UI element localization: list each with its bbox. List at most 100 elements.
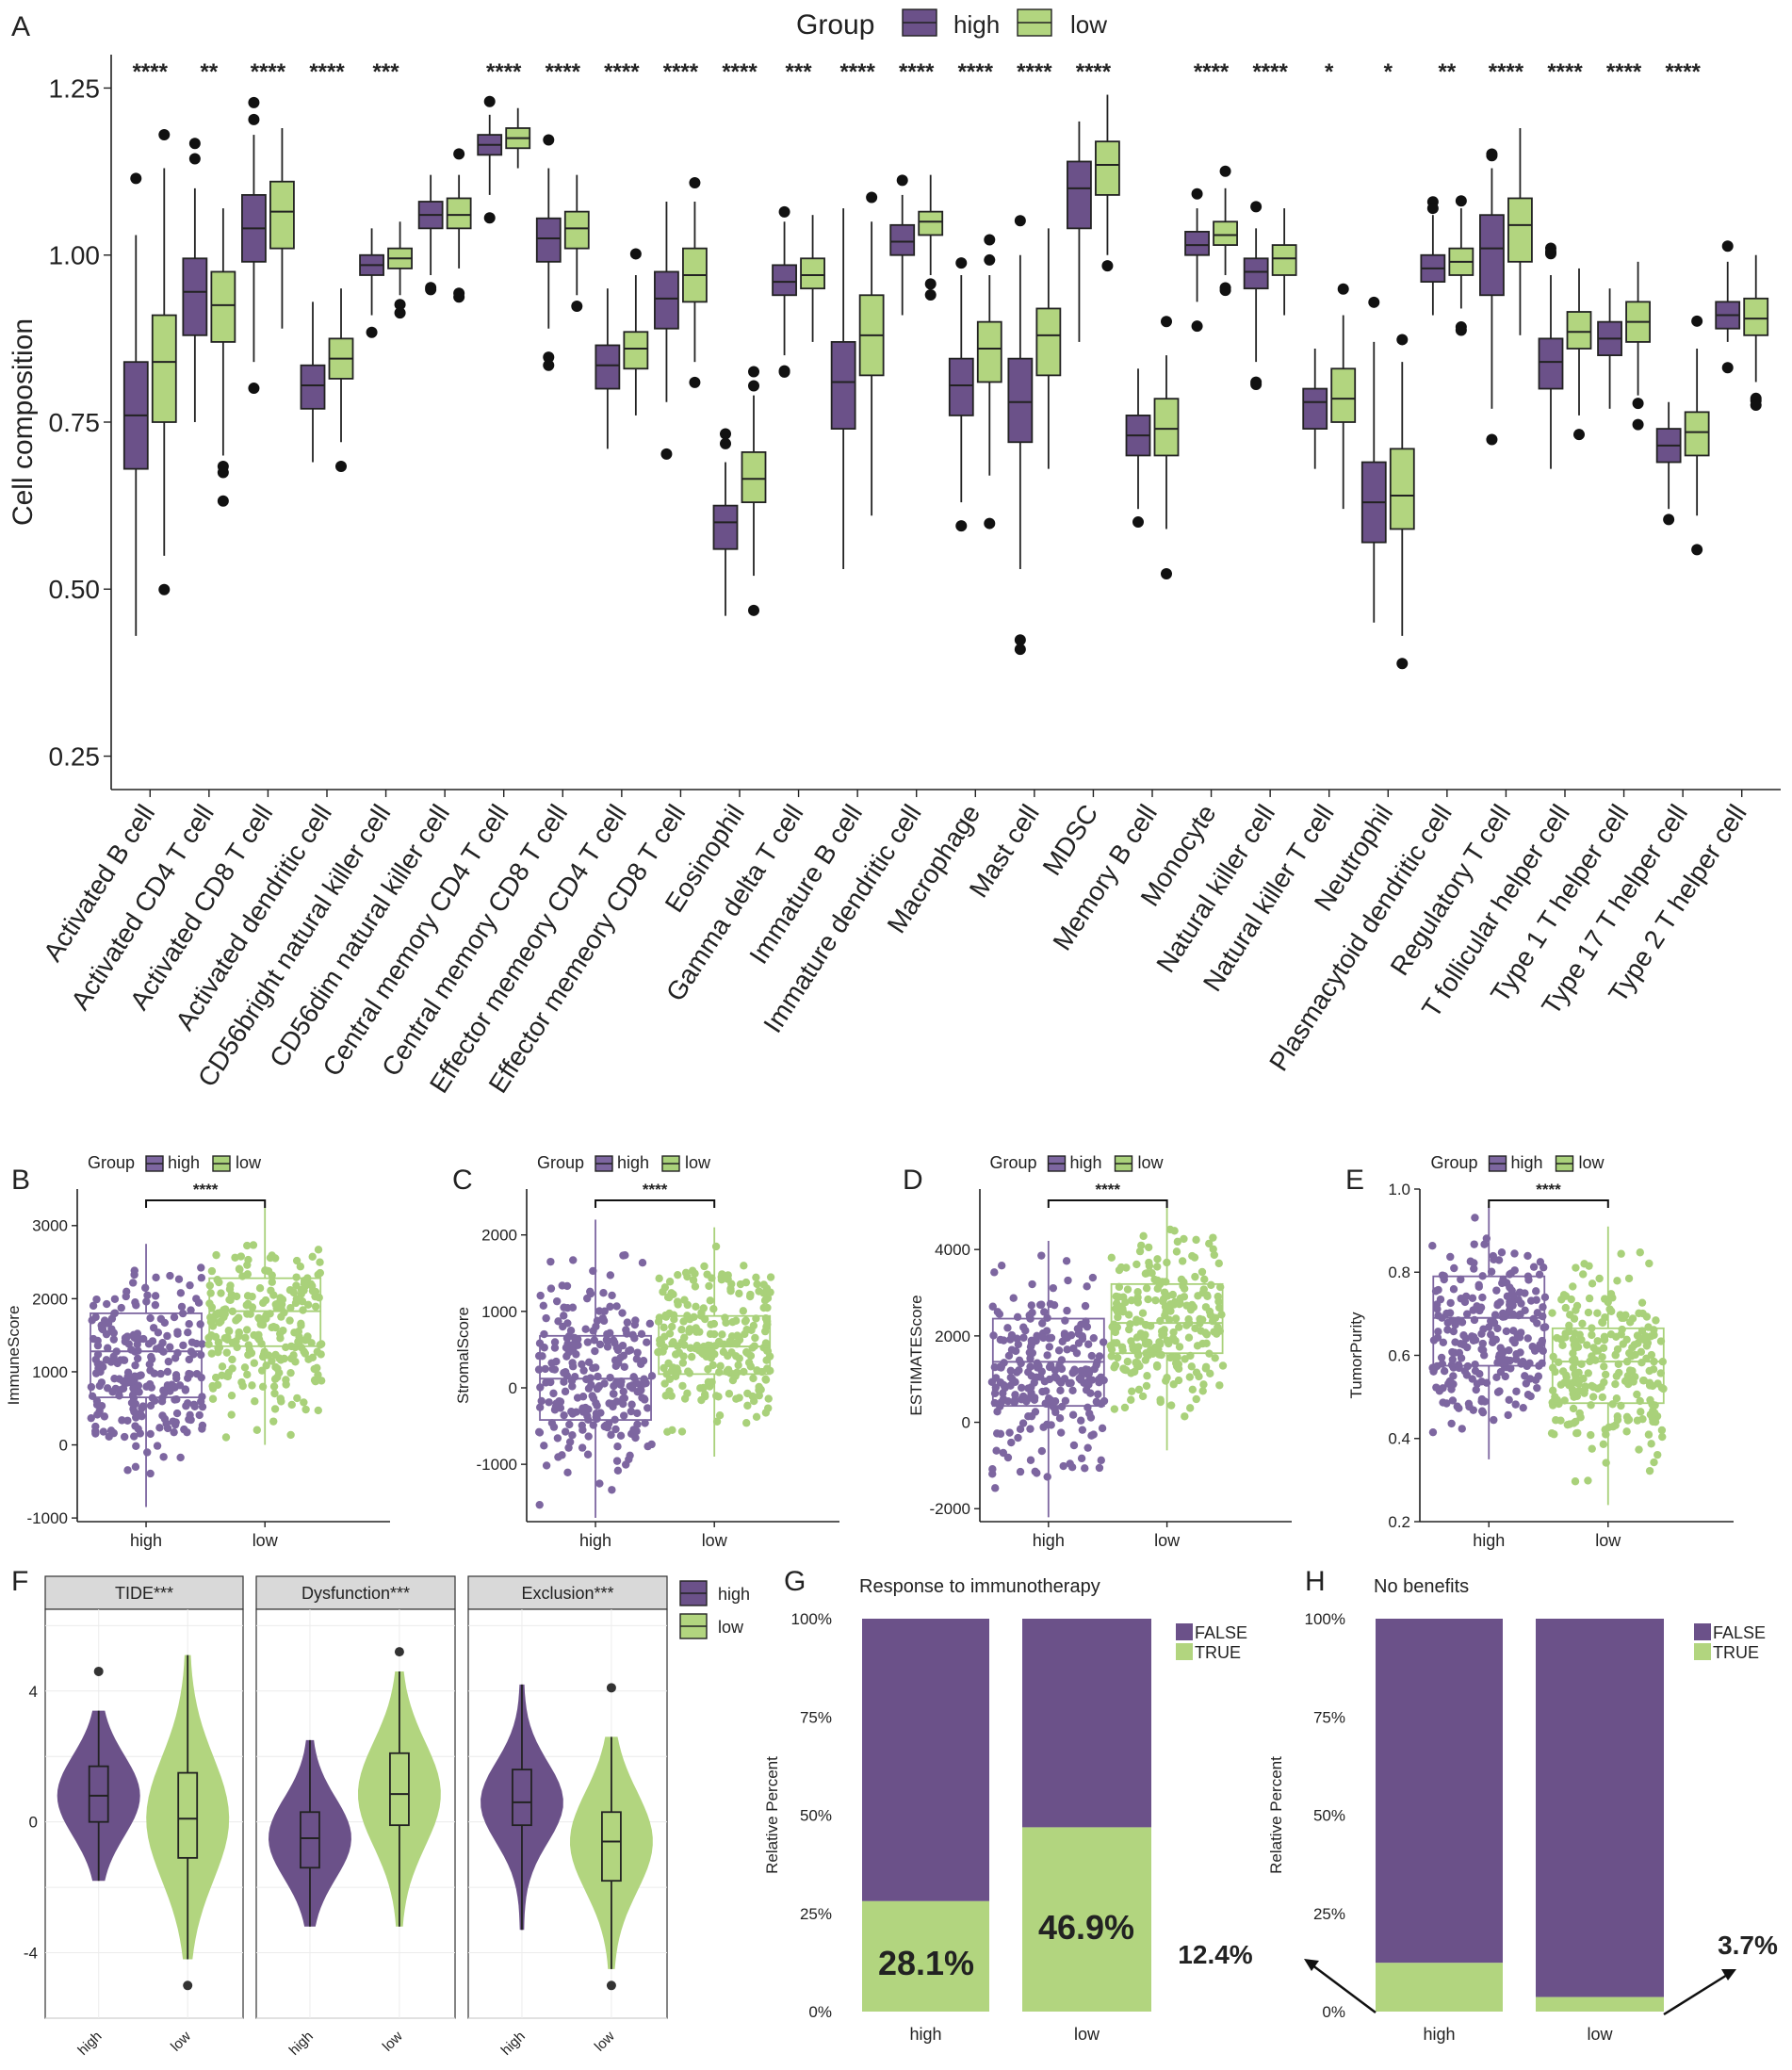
outlier-point [158, 583, 171, 595]
jitter-point [244, 1350, 253, 1360]
jitter-point [1646, 1395, 1654, 1405]
jitter-point [680, 1333, 689, 1342]
y-tick-label: 50% [800, 1807, 832, 1825]
jitter-point [1144, 1295, 1152, 1304]
jitter-point [1084, 1369, 1094, 1377]
jitter-point [752, 1412, 761, 1421]
jitter-point [561, 1387, 570, 1396]
jitter-point [194, 1298, 204, 1307]
jitter-point [751, 1333, 759, 1343]
outlier-point [425, 284, 437, 296]
jitter-point [1493, 1388, 1503, 1396]
jitter-point [138, 1411, 146, 1421]
jitter-point [1016, 1425, 1025, 1434]
jitter-point [1637, 1408, 1645, 1416]
box-low-box [563, 210, 590, 250]
jitter-point [249, 1241, 258, 1249]
jitter-point [289, 1288, 299, 1297]
jitter-point [753, 1279, 761, 1289]
x-tick-label: low [380, 2029, 406, 2055]
jitter-point [292, 1256, 301, 1265]
jitter-point [1042, 1420, 1051, 1429]
jitter-point [761, 1339, 771, 1347]
outlier-point [606, 1980, 616, 1991]
box-high-box [712, 504, 739, 550]
jitter-point [1613, 1415, 1622, 1425]
jitter-point [631, 1316, 640, 1325]
jitter-point [177, 1302, 187, 1312]
jitter-point [749, 1374, 758, 1383]
jitter-point [613, 1345, 623, 1355]
jitter-point [638, 1259, 647, 1267]
jitter-point [1493, 1324, 1502, 1333]
jitter-point [149, 1324, 158, 1332]
outlier-point [689, 177, 701, 189]
jitter-point [736, 1279, 745, 1289]
jitter-point [1521, 1372, 1529, 1380]
jitter-point [1172, 1247, 1181, 1256]
y-axis-title: Cell composition [8, 318, 39, 526]
outlier-point [1455, 195, 1467, 207]
jitter-point [539, 1301, 548, 1311]
x-tick-label: low [1587, 2025, 1613, 2044]
jitter-point [1042, 1327, 1051, 1335]
x-tick-label: low [1154, 1531, 1181, 1550]
jitter-point [1175, 1300, 1183, 1309]
jitter-point [212, 1373, 220, 1382]
outlier-point [366, 326, 378, 338]
jitter-point [1471, 1214, 1479, 1222]
y-tick-label: 50% [1313, 1807, 1345, 1825]
jitter-point [633, 1348, 642, 1357]
jitter-point [1578, 1319, 1587, 1328]
jitter-point [1539, 1303, 1547, 1312]
jitter-point [291, 1358, 300, 1366]
jitter-point [1437, 1353, 1446, 1362]
jitter-point [1468, 1375, 1476, 1383]
jitter-point [692, 1328, 701, 1336]
jitter-point [1037, 1251, 1046, 1260]
outlier-point [1337, 283, 1349, 295]
jitter-point [1473, 1379, 1482, 1388]
jitter-point [610, 1390, 618, 1398]
x-tick-label: low [702, 1531, 728, 1550]
y-tick-label: -2000 [930, 1500, 970, 1518]
jitter-point [1092, 1397, 1101, 1406]
jitter-point [1565, 1327, 1573, 1336]
jitter-point [1068, 1410, 1078, 1419]
jitter-point [595, 1479, 604, 1488]
jitter-point [1055, 1414, 1065, 1423]
jitter-point [1436, 1295, 1445, 1304]
jitter-point [1633, 1331, 1642, 1340]
jitter-point [1589, 1344, 1598, 1352]
jitter-point [102, 1319, 111, 1328]
jitter-point [612, 1378, 621, 1387]
group-low: low [204, 1207, 326, 1550]
jitter-point [1081, 1464, 1089, 1473]
jitter-point [1580, 1260, 1588, 1268]
jitter-point [621, 1460, 630, 1469]
jitter-point [1608, 1422, 1618, 1431]
jitter-point [1013, 1312, 1022, 1322]
jitter-point [1622, 1335, 1631, 1345]
box-low-box [1684, 411, 1710, 457]
jitter-point [1510, 1249, 1519, 1258]
legend-key-false [1694, 1623, 1711, 1640]
jitter-point [94, 1364, 103, 1373]
jitter-point [156, 1369, 165, 1378]
outlier-point [1750, 399, 1762, 411]
jitter-point [1007, 1345, 1017, 1354]
legend-D: Group high low [990, 1153, 1165, 1172]
jitter-point [1190, 1253, 1199, 1262]
jitter-point [186, 1280, 194, 1290]
jitter-point [1202, 1291, 1212, 1299]
jitter-point [1145, 1338, 1153, 1347]
jitter-point [243, 1299, 253, 1309]
jitter-point [243, 1270, 253, 1279]
jitter-point [1066, 1459, 1074, 1468]
significance-label: **** [1536, 1181, 1561, 1198]
jitter-point [732, 1316, 741, 1325]
jitter-point [595, 1340, 605, 1349]
jitter-point [1069, 1344, 1078, 1353]
jitter-point [613, 1466, 623, 1475]
